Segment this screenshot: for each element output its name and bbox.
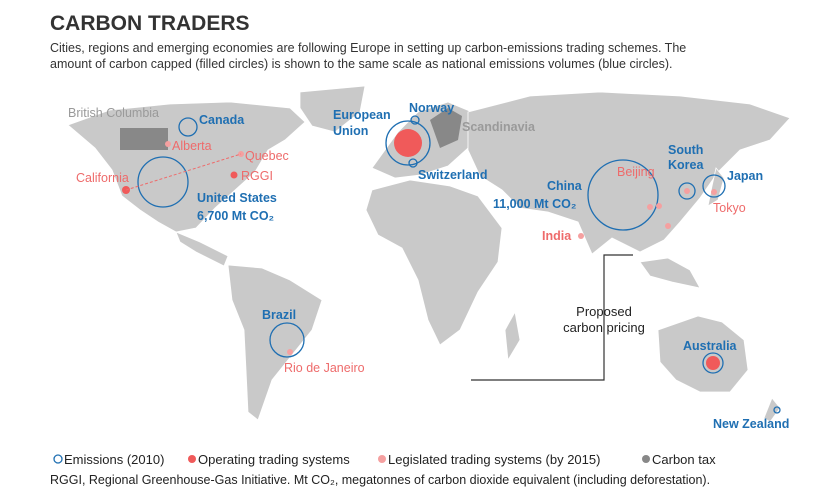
region-label: Australia: [683, 339, 738, 353]
region-label: Tokyo: [713, 201, 746, 215]
legend-label: Legislated trading systems (by 2015): [388, 452, 600, 467]
callout: carbon pricing: [563, 320, 645, 335]
region-label: Japan: [727, 169, 763, 183]
carbon-tax-region: [430, 108, 462, 148]
legend-label: Operating trading systems: [198, 452, 350, 467]
legend-label: Emissions (2010): [64, 452, 164, 467]
footnote: RGGI, Regional Greenhouse-Gas Initiative…: [50, 473, 710, 487]
title: CARBON TRADERS: [50, 12, 250, 35]
region-label: Scandinavia: [462, 120, 536, 134]
carbon-tax-region: [120, 128, 168, 150]
region-label: New Zealand: [713, 417, 789, 431]
region-label: British Columbia: [68, 106, 159, 120]
world-map: [67, 85, 791, 423]
legend: Emissions (2010) Operating trading syste…: [53, 452, 716, 467]
region-label: Korea: [668, 158, 704, 172]
subtitle: Cities, regions and emerging economies a…: [50, 41, 686, 55]
region-label: Quebec: [245, 149, 289, 163]
region-label: Switzerland: [418, 168, 487, 182]
markers: [122, 115, 781, 414]
region-label: Alberta: [172, 139, 212, 153]
region-label: European: [333, 108, 391, 122]
callout: Proposed: [576, 304, 632, 319]
subtitle: amount of carbon capped (filled circles)…: [50, 57, 673, 71]
region-label: South: [668, 143, 703, 157]
legend-label: Carbon tax: [652, 452, 716, 467]
region-label: RGGI: [241, 169, 273, 183]
emissions-label: 6,700 Mt CO₂: [197, 209, 274, 223]
region-label: Brazil: [262, 308, 296, 322]
emissions-label: 11,000 Mt CO₂: [493, 197, 576, 211]
region-label: Rio de Janeiro: [284, 361, 365, 375]
region-label: India: [542, 229, 572, 243]
region-label: Beijing: [617, 165, 655, 179]
region-label: California: [76, 171, 129, 185]
region-label: United States: [197, 191, 277, 205]
region-label: Norway: [409, 101, 454, 115]
region-label: Canada: [199, 113, 245, 127]
region-label: Union: [333, 124, 368, 138]
region-label: China: [547, 179, 583, 193]
